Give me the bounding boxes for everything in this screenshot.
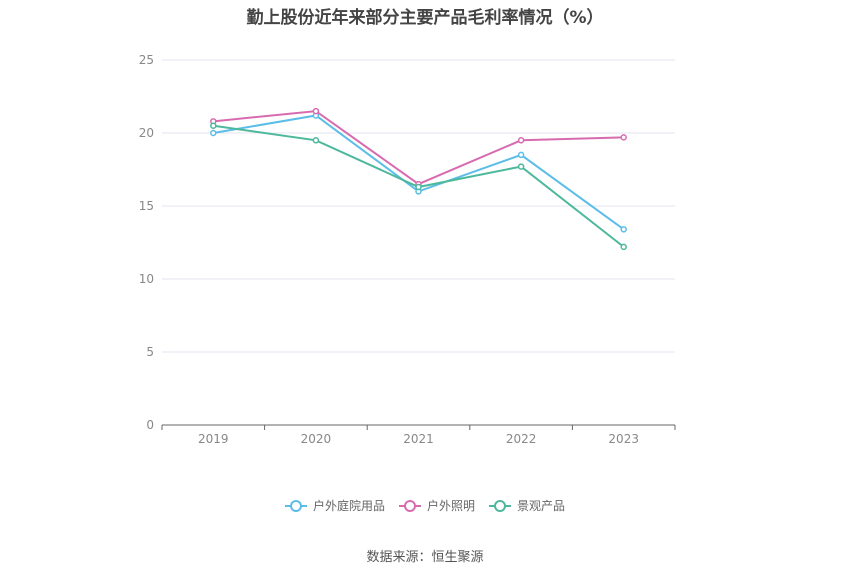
chart-title: 勤上股份近年来部分主要产品毛利率情况（%） <box>246 8 604 28</box>
y-tick-label: 0 <box>146 418 154 432</box>
data-point[interactable] <box>312 107 320 115</box>
legend-label: 户外庭院用品 <box>312 499 385 513</box>
y-tick-label: 10 <box>139 272 154 286</box>
x-tick-label: 2021 <box>403 432 434 446</box>
x-tick-label: 2019 <box>198 432 229 446</box>
source-note: 数据来源：恒生聚源 <box>366 550 484 565</box>
series-2 <box>210 122 627 251</box>
axes: 0 5 10 15 20 25 2019 2020 2021 2022 2023 <box>139 53 676 446</box>
legend-item-series-2[interactable]: 景观产品 <box>489 497 565 514</box>
x-tick-label: 2022 <box>506 432 537 446</box>
data-point[interactable] <box>517 137 525 144</box>
legend-marker-icon <box>489 499 511 513</box>
legend-marker-icon <box>284 499 307 513</box>
series-1 <box>210 107 627 188</box>
legend-marker-icon <box>398 499 421 513</box>
x-tick-label: 2023 <box>608 432 639 446</box>
data-point[interactable] <box>517 151 525 159</box>
series-layer <box>210 107 627 251</box>
legend-label: 户外照明 <box>426 499 475 513</box>
legend: 户外庭院用品 户外照明 景观产品 <box>0 497 850 514</box>
series-0 <box>210 112 627 233</box>
y-tick-label: 15 <box>139 199 154 213</box>
data-point[interactable] <box>312 137 320 144</box>
data-point[interactable] <box>620 134 627 141</box>
grid-lines <box>162 59 675 353</box>
data-point[interactable] <box>620 243 627 251</box>
data-point[interactable] <box>415 183 422 191</box>
chart-area: 0 5 10 15 20 25 2019 2020 2021 2022 2023 <box>139 53 676 446</box>
data-point[interactable] <box>620 226 627 233</box>
y-tick-label: 5 <box>146 345 154 359</box>
data-point[interactable] <box>210 129 217 137</box>
y-tick-label: 25 <box>139 53 154 67</box>
data-point[interactable] <box>517 163 525 170</box>
x-tick-label: 2020 <box>301 432 332 446</box>
data-point[interactable] <box>210 122 217 129</box>
y-tick-label: 20 <box>139 126 154 140</box>
legend-label: 景观产品 <box>517 499 566 513</box>
legend-item-series-0[interactable]: 户外庭院用品 <box>284 497 385 514</box>
legend-item-series-1[interactable]: 户外照明 <box>398 497 475 514</box>
